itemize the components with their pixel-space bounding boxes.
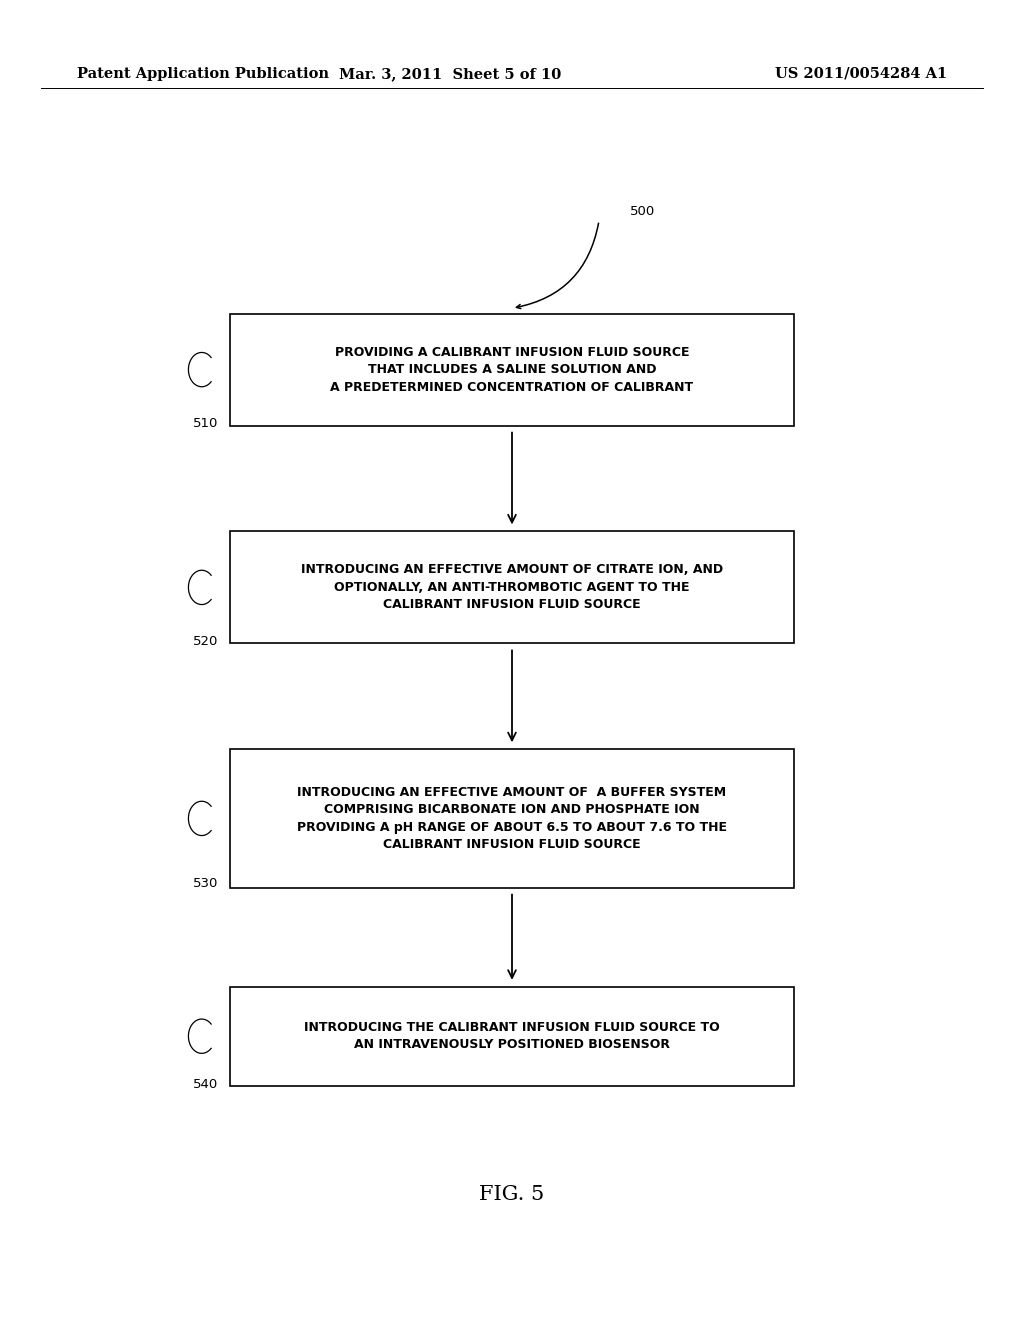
Bar [230, 314, 794, 425]
Text: INTRODUCING AN EFFECTIVE AMOUNT OF CITRATE ION, AND
OPTIONALLY, AN ANTI-THROMBOT: INTRODUCING AN EFFECTIVE AMOUNT OF CITRA… [301, 564, 723, 611]
Bar [230, 531, 794, 643]
Text: 510: 510 [193, 417, 218, 430]
FancyArrowPatch shape [516, 223, 599, 309]
Text: Mar. 3, 2011  Sheet 5 of 10: Mar. 3, 2011 Sheet 5 of 10 [339, 67, 562, 81]
Text: 520: 520 [193, 635, 218, 648]
Text: PROVIDING A CALIBRANT INFUSION FLUID SOURCE
THAT INCLUDES A SALINE SOLUTION AND
: PROVIDING A CALIBRANT INFUSION FLUID SOU… [331, 346, 693, 393]
Text: 540: 540 [193, 1077, 218, 1090]
Text: US 2011/0054284 A1: US 2011/0054284 A1 [775, 67, 947, 81]
Text: FIG. 5: FIG. 5 [479, 1185, 545, 1204]
Text: Patent Application Publication: Patent Application Publication [77, 67, 329, 81]
Text: 530: 530 [193, 876, 218, 890]
Bar [230, 750, 794, 887]
Text: 500: 500 [630, 205, 655, 218]
Bar [230, 987, 794, 1085]
Text: INTRODUCING AN EFFECTIVE AMOUNT OF  A BUFFER SYSTEM
COMPRISING BICARBONATE ION A: INTRODUCING AN EFFECTIVE AMOUNT OF A BUF… [297, 785, 727, 851]
Text: INTRODUCING THE CALIBRANT INFUSION FLUID SOURCE TO
AN INTRAVENOUSLY POSITIONED B: INTRODUCING THE CALIBRANT INFUSION FLUID… [304, 1020, 720, 1052]
